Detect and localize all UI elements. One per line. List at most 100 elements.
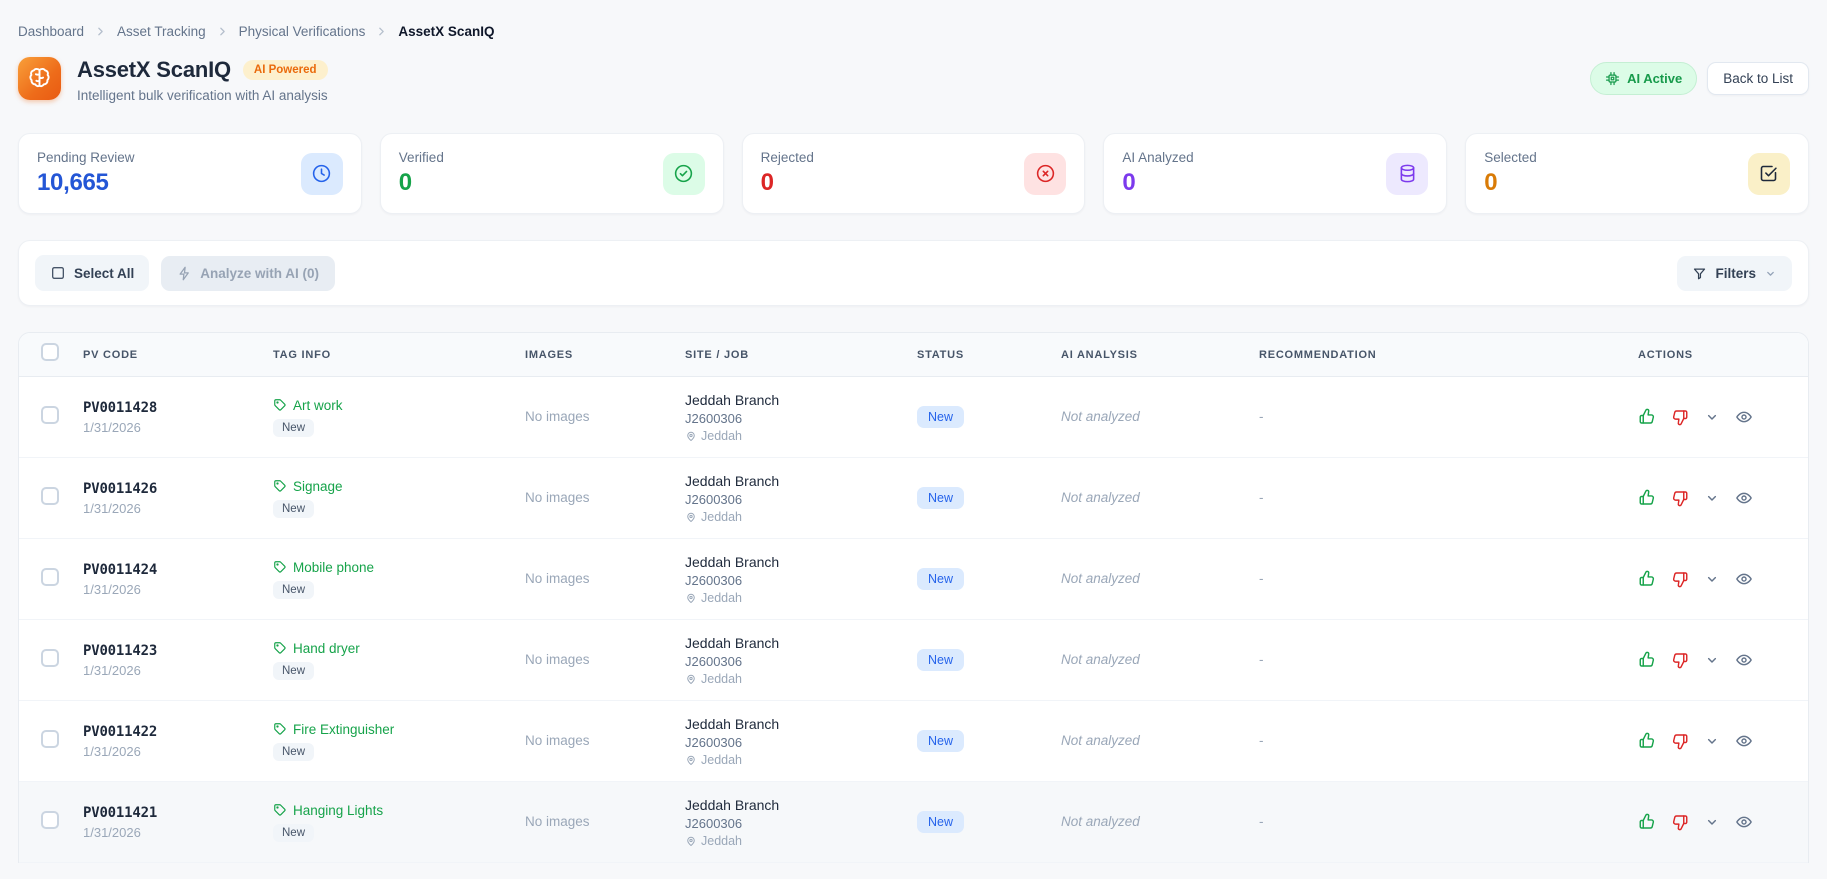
row-checkbox[interactable]: [41, 486, 59, 505]
approve-button[interactable]: [1638, 651, 1656, 669]
expand-row-button[interactable]: [1704, 571, 1720, 587]
map-pin-icon: [685, 673, 697, 685]
eye-icon: [1735, 408, 1753, 426]
row-checkbox[interactable]: [41, 567, 59, 586]
reject-button[interactable]: [1671, 651, 1689, 669]
job-code: J2600306: [685, 815, 743, 831]
city-name: Jeddah: [701, 428, 743, 443]
table-row[interactable]: PV0011423 1/31/2026 Hand dryer New No im…: [19, 620, 1808, 701]
expand-row-button[interactable]: [1704, 733, 1720, 749]
approve-button[interactable]: [1638, 408, 1656, 426]
chevron-down-icon: [1704, 409, 1720, 425]
images-status: No images: [525, 571, 590, 586]
site-name: Jeddah Branch: [685, 715, 780, 732]
recommendation-value: -: [1259, 409, 1264, 424]
row-checkbox[interactable]: [41, 405, 59, 424]
expand-row-button[interactable]: [1704, 490, 1720, 506]
site-name: Jeddah Branch: [685, 391, 780, 408]
tag-icon: [273, 560, 287, 574]
row-checkbox[interactable]: [41, 810, 59, 829]
column-header-status: STATUS: [917, 348, 964, 361]
status-badge: New: [917, 568, 965, 590]
select-all-button[interactable]: Select All: [35, 255, 150, 291]
filters-button[interactable]: Filters: [1677, 255, 1792, 291]
x-circle-icon: [1024, 152, 1067, 195]
expand-row-button[interactable]: [1704, 652, 1720, 668]
map-pin-icon: [685, 754, 697, 766]
breadcrumb-asset-tracking[interactable]: Asset Tracking: [117, 24, 206, 39]
view-details-button[interactable]: [1735, 408, 1753, 426]
view-details-button[interactable]: [1735, 813, 1753, 831]
breadcrumb: Dashboard Asset Tracking Physical Verifi…: [18, 24, 1809, 39]
approve-button[interactable]: [1638, 813, 1656, 831]
breadcrumb-dashboard[interactable]: Dashboard: [18, 24, 85, 39]
zap-icon: [177, 266, 192, 281]
pv-code: PV0011423: [83, 642, 158, 659]
check-circle-icon: [662, 152, 705, 195]
select-all-checkbox[interactable]: [41, 343, 59, 361]
tag-icon: [273, 641, 287, 655]
verification-table: PV CODE TAG INFO IMAGES SITE / JOB STATU…: [18, 332, 1809, 863]
tag-name: Fire Extinguisher: [293, 721, 395, 737]
approve-button[interactable]: [1638, 489, 1656, 507]
breadcrumb-physical-verifications[interactable]: Physical Verifications: [238, 24, 366, 39]
ai-active-badge[interactable]: AI Active: [1590, 62, 1698, 95]
recommendation-value: -: [1259, 733, 1264, 748]
stat-card-verified: Verified 0: [379, 133, 724, 214]
table-row[interactable]: PV0011424 1/31/2026 Mobile phone New No …: [19, 539, 1808, 620]
filter-icon: [1692, 266, 1707, 281]
status-badge: New: [917, 649, 965, 671]
reject-button[interactable]: [1671, 732, 1689, 750]
ai-analysis-status: Not analyzed: [1061, 490, 1140, 505]
status-badge: New: [917, 811, 965, 833]
pv-code: PV0011424: [83, 561, 158, 578]
analyze-with-ai-button[interactable]: Analyze with AI (0): [161, 255, 336, 291]
city-name: Jeddah: [701, 590, 743, 605]
table-row[interactable]: PV0011428 1/31/2026 Art work New No imag…: [19, 377, 1808, 458]
cpu-icon: [1605, 71, 1620, 86]
stat-card-rejected: Rejected 0: [741, 133, 1086, 214]
column-header-ai-analysis: AI ANALYSIS: [1061, 348, 1138, 361]
reject-button[interactable]: [1671, 813, 1689, 831]
view-details-button[interactable]: [1735, 489, 1753, 507]
clock-icon: [300, 152, 343, 195]
images-status: No images: [525, 814, 590, 829]
status-badge: New: [917, 406, 965, 428]
approve-button[interactable]: [1638, 732, 1656, 750]
view-details-button[interactable]: [1735, 651, 1753, 669]
tag-icon: [273, 398, 287, 412]
expand-row-button[interactable]: [1704, 814, 1720, 830]
ai-analysis-status: Not analyzed: [1061, 409, 1140, 424]
row-checkbox[interactable]: [41, 648, 59, 667]
pv-date: 1/31/2026: [83, 662, 141, 678]
eye-icon: [1735, 732, 1753, 750]
reject-button[interactable]: [1671, 489, 1689, 507]
brain-icon: [18, 57, 61, 100]
approve-button[interactable]: [1638, 570, 1656, 588]
table-row[interactable]: PV0011422 1/31/2026 Fire Extinguisher Ne…: [19, 701, 1808, 782]
back-to-list-button[interactable]: Back to List: [1707, 62, 1809, 95]
tag-status-badge: New: [273, 661, 315, 680]
site-name: Jeddah Branch: [685, 634, 780, 651]
city-name: Jeddah: [701, 509, 743, 524]
chevron-right-icon: [94, 25, 107, 38]
ai-analysis-status: Not analyzed: [1061, 571, 1140, 586]
table-row[interactable]: PV0011421 1/31/2026 Hanging Lights New N…: [19, 782, 1808, 863]
view-details-button[interactable]: [1735, 732, 1753, 750]
site-name: Jeddah Branch: [685, 796, 780, 813]
tag-name: Hand dryer: [293, 640, 360, 656]
row-checkbox[interactable]: [41, 729, 59, 748]
job-code: J2600306: [685, 572, 743, 588]
reject-button[interactable]: [1671, 408, 1689, 426]
view-details-button[interactable]: [1735, 570, 1753, 588]
pv-date: 1/31/2026: [83, 581, 141, 597]
reject-button[interactable]: [1671, 570, 1689, 588]
recommendation-value: -: [1259, 814, 1264, 829]
stats-row: Pending Review 10,665 Verified 0 Rejecte…: [18, 133, 1809, 214]
pv-code: PV0011428: [83, 399, 158, 416]
recommendation-value: -: [1259, 652, 1264, 667]
pv-date: 1/31/2026: [83, 419, 141, 435]
expand-row-button[interactable]: [1704, 409, 1720, 425]
table-row[interactable]: PV0011426 1/31/2026 Signage New No image…: [19, 458, 1808, 539]
job-code: J2600306: [685, 734, 743, 750]
